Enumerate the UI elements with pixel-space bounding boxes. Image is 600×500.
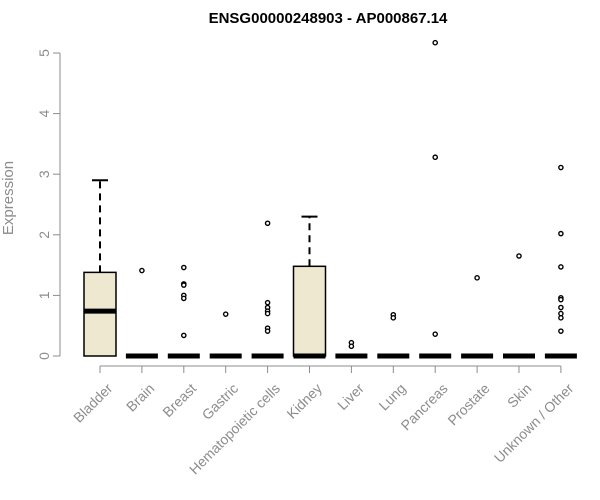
x-tick-label: Bladder [70,380,116,426]
x-tick-label: Prostate [444,380,492,428]
x-tick-label: Brain [123,380,157,414]
x-tick-label: Skin [504,380,535,411]
outlier-point [558,315,564,321]
box-rect [292,265,327,357]
outlier-point [180,295,187,302]
outlier-point [390,315,397,321]
y-axis-label: Expression [0,161,17,235]
outlier-point [516,253,522,259]
x-tick-label: Unknown / Other [491,380,577,466]
box-rect [83,271,117,357]
outlier-point [558,264,564,270]
outlier-point [432,39,439,46]
box-lung [377,311,410,359]
x-tick-label: Lung [375,380,408,413]
outlier-point [180,264,187,271]
outlier-point [558,296,564,303]
box-hematopoietic-cells [251,220,284,359]
outlier-point [348,343,355,350]
box-gastric [209,311,242,359]
x-tick-label: Pancreas [398,380,451,433]
x-tick-label: Liver [334,380,367,413]
box-brain [125,267,158,359]
outlier-point [558,328,564,334]
outlier-point [222,311,229,317]
y-tick-label: 3 [36,170,52,178]
x-tick-label: Breast [159,380,199,420]
box-bladder [83,179,117,357]
outlier-point [264,299,271,306]
x-tick-label: Kidney [283,380,325,422]
outlier-point [558,164,564,171]
box-prostate [461,275,494,359]
box-skin [503,253,535,359]
outlier-point [432,154,439,161]
y-tick-label: 0 [36,352,52,360]
box-unknown-other [544,164,577,359]
outlier-point [180,282,187,288]
outlier-point [432,331,439,337]
box-liver [335,339,368,359]
y-tick-label: 5 [36,49,52,57]
outlier-point [180,332,187,339]
y-tick-label: 2 [36,231,52,239]
y-axis: 0 1 2 3 4 5 [36,49,61,360]
outlier-point [558,304,564,311]
outlier-point [139,267,145,274]
chart-title: ENSG00000248903 - AP000867.14 [209,10,448,27]
outlier-point [558,230,564,237]
outlier-point [264,310,271,317]
box-breast [167,264,200,359]
y-tick-label: 4 [36,109,52,117]
y-tick-label: 1 [36,291,52,299]
box-kidney [292,215,327,359]
outlier-point [474,275,480,281]
outlier-point [264,328,271,334]
boxes [83,39,577,359]
box-pancreas [419,39,452,359]
outlier-point [264,220,271,227]
